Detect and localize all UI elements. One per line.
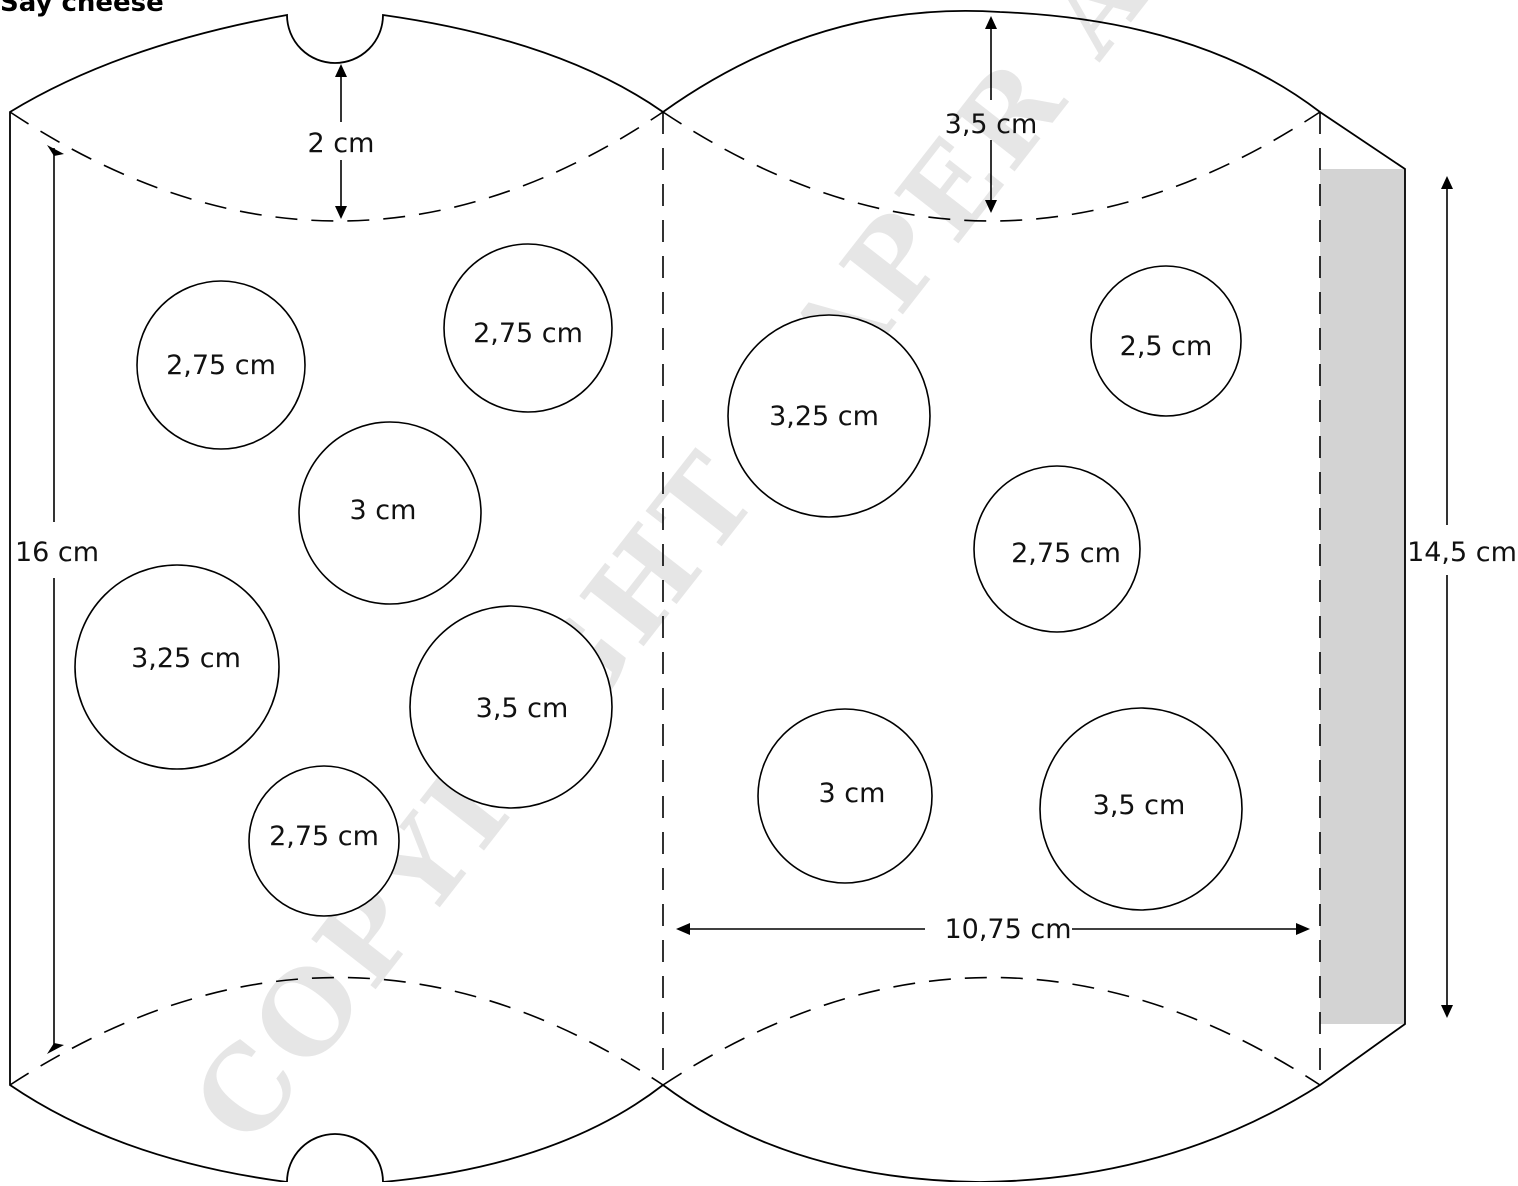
hole-label: 2,75 cm [1011, 538, 1121, 569]
holes-left: 2,75 cm 2,75 cm 3 cm 3,25 cm 3,5 cm 2,75… [74, 243, 613, 917]
fold-curve-top-left [9, 111, 664, 222]
dimension-label-2cm: 2 cm [308, 128, 375, 159]
dimension-label-3-5cm: 3,5 cm [945, 109, 1038, 140]
hole-label: 2,75 cm [166, 350, 276, 381]
hole-circle: 2,75 cm [136, 280, 306, 450]
dimension-panel-width: 10,75 cm [676, 914, 1310, 945]
dimension-label-16cm: 16 cm [15, 537, 99, 568]
dimension-label-14-5cm: 14,5 cm [1407, 537, 1517, 568]
dimension-height-left: 16 cm [15, 145, 99, 1054]
dimension-label-10-75cm: 10,75 cm [944, 914, 1071, 945]
hole-label: 3,25 cm [131, 643, 241, 674]
glue-tab [1320, 169, 1405, 1024]
hole-label: 3,25 cm [769, 401, 879, 432]
hole-label: 3,5 cm [476, 693, 569, 724]
hole-circle: 3,5 cm [409, 605, 613, 809]
hole-label: 2,75 cm [269, 821, 379, 852]
hole-circle: 3 cm [757, 708, 933, 884]
hole-circle: 3 cm [298, 421, 482, 605]
hole-label: 2,75 cm [473, 318, 583, 349]
hole-label: 3 cm [350, 495, 417, 526]
outer-cut-line [9, 9, 1406, 1184]
fold-curve-top-right [662, 111, 1321, 222]
hole-label: 3,5 cm [1093, 790, 1186, 821]
dimension-top-tab-left: 2 cm [308, 64, 375, 219]
hole-circle: 2,5 cm [1090, 265, 1242, 417]
fold-curve-bottom-right [662, 976, 1321, 1086]
hole-circle: 3,5 cm [1039, 707, 1243, 911]
page-title: Say cheese [0, 0, 164, 18]
dimension-top-tab-right: 3,5 cm [945, 16, 1038, 213]
hole-label: 3 cm [819, 778, 886, 809]
fold-curve-bottom-left [9, 976, 664, 1086]
hole-circle: 2,75 cm [973, 465, 1141, 633]
hole-label: 2,5 cm [1120, 331, 1213, 362]
hole-circle: 2,75 cm [443, 243, 613, 413]
hole-circle: 2,75 cm [248, 765, 400, 917]
hole-circle: 3,25 cm [727, 314, 931, 518]
holes-right: 3,25 cm 2,5 cm 2,75 cm 3 cm 3,5 cm [727, 265, 1243, 911]
dimension-height-right: 14,5 cm [1407, 176, 1517, 1018]
hole-circle: 3,25 cm [74, 564, 280, 770]
